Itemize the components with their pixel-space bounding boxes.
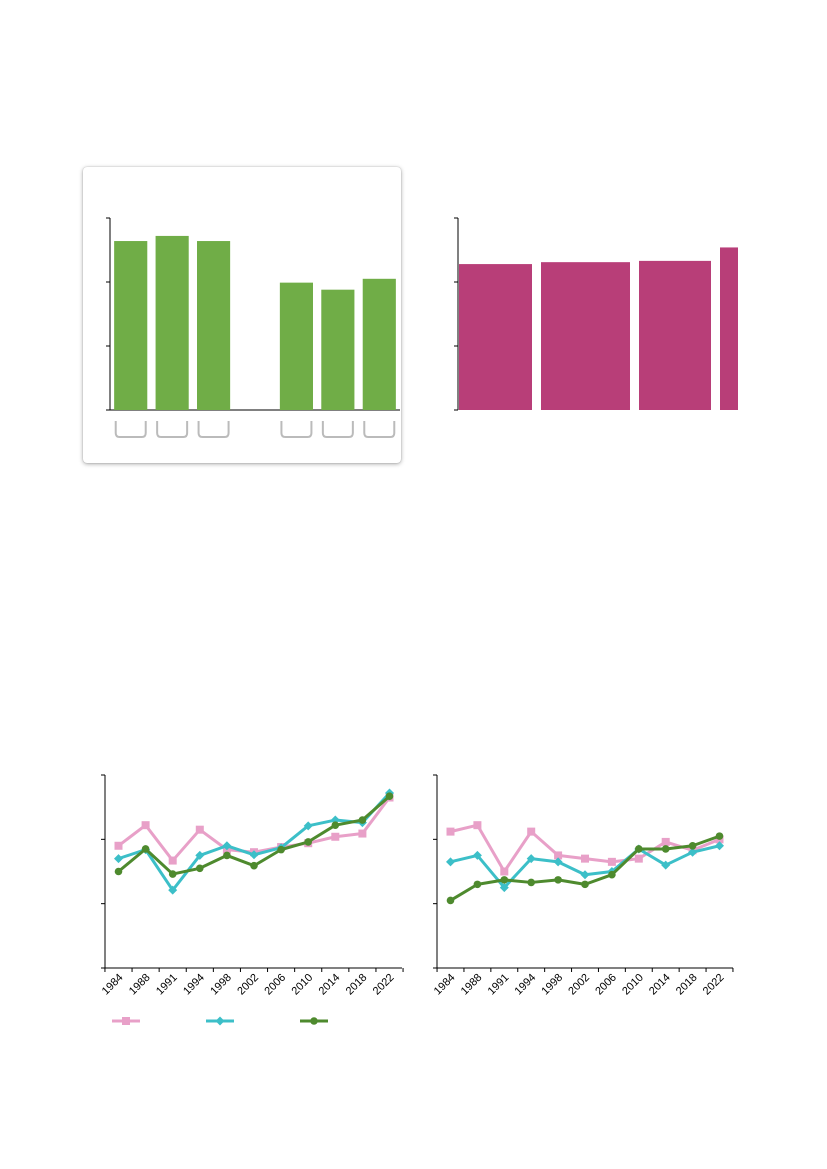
line-chart-1-point	[114, 841, 123, 850]
line-chart-1-point	[168, 856, 177, 865]
line-chart-1-point	[358, 829, 367, 838]
line-chart-1-legend-marker	[215, 1016, 225, 1026]
line-chart-1-x-tick-label: 1988	[127, 972, 153, 998]
line-chart-1-point	[114, 854, 123, 864]
line-chart-2-point	[500, 867, 509, 876]
bar-chart-2-bar	[720, 247, 738, 410]
line-chart-1-point	[114, 867, 123, 876]
line-chart-2-point	[608, 870, 616, 879]
line-chart-1-point	[168, 885, 178, 895]
line-chart-2-point	[581, 854, 589, 863]
line-chart-1-point	[168, 870, 177, 878]
bar-chart-2-bar	[459, 264, 532, 410]
line-chart-2-point	[661, 837, 670, 846]
bar-chart-1-bar	[197, 241, 231, 410]
line-chart-1-x-tick-label: 2006	[262, 972, 288, 998]
line-chart-2-point	[554, 851, 563, 860]
line-chart-2-x-tick-label: 2010	[620, 972, 646, 998]
bar-chart-1-category-bracket	[280, 421, 313, 438]
line-chart-2-point	[581, 880, 589, 889]
line-chart-1-legend-marker	[122, 1017, 130, 1025]
line-chart-2-x-tick-label: 2018	[674, 972, 700, 998]
line-chart-1-point	[141, 845, 150, 853]
line-chart-2-point	[715, 832, 724, 840]
line-chart-2-point	[715, 841, 724, 851]
line-chart-1-x-tick-label: 2022	[371, 972, 397, 998]
bar-chart-2-bar	[541, 262, 630, 410]
line-chart-2-point	[635, 845, 643, 853]
line-chart-2-point	[527, 878, 535, 887]
line-chart-2-point	[553, 857, 563, 867]
line-chart-1-point	[303, 821, 313, 831]
line-chart-2-point	[500, 876, 509, 884]
bar-chart-1-bar	[362, 278, 396, 410]
line-chart-1-x-tick-label: 1994	[181, 972, 207, 998]
line-chart-1-point	[196, 864, 204, 873]
line-chart-2-point	[473, 880, 482, 889]
bar-chart-1-category-bracket	[321, 421, 354, 438]
line-chart-2-point	[634, 854, 643, 863]
line-chart-1-point	[385, 792, 394, 801]
line-chart-1-x-tick-label: 2014	[317, 972, 343, 998]
line-chart-2-x-tick-label: 1984	[432, 972, 458, 998]
line-chart-2-point	[688, 847, 698, 857]
line-chart-1-point	[358, 816, 367, 824]
line-chart-1-point	[141, 821, 150, 830]
line-chart-1-x-tick-label: 1984	[100, 972, 126, 998]
line-chart-2-x-tick-label: 2014	[647, 972, 673, 998]
line-chart-2-x-tick-label: 1991	[486, 972, 512, 998]
bar-chart-2-bar	[639, 260, 711, 410]
line-chart-2-point	[527, 827, 536, 836]
line-chart-2-point	[473, 821, 482, 830]
line-chart-1-point	[222, 841, 232, 851]
line-chart-1-point	[331, 832, 340, 841]
bar-chart-1-category-bracket	[197, 421, 230, 438]
line-chart-2-point	[580, 870, 590, 880]
line-chart-1-x-tick-label: 1998	[208, 972, 234, 998]
line-chart-2-x-tick-label: 1998	[539, 972, 565, 998]
line-chart-1-x-tick-label: 1991	[154, 972, 180, 998]
line-chart-2-x-tick-label: 2006	[593, 972, 619, 998]
bar-chart-1-category-bracket	[363, 421, 396, 438]
line-chart-1-point	[304, 838, 313, 846]
line-chart-2-point	[446, 827, 455, 836]
line-chart-2-point	[499, 883, 509, 893]
bar-chart-1-bar	[279, 282, 313, 410]
line-chart-1-point	[249, 850, 259, 860]
bar-chart-1-bar	[114, 241, 148, 410]
bar-chart-1-bar	[321, 289, 355, 410]
line-chart-1-x-tick-label: 2002	[235, 972, 261, 998]
line-chart-1-x-tick-label: 2018	[344, 972, 370, 998]
line-chart-2-x-tick-label: 2022	[701, 972, 727, 998]
bar-chart-1-bar	[155, 235, 189, 410]
bar-chart-1-category-bracket	[114, 421, 147, 438]
line-chart-2-point	[661, 845, 670, 853]
line-chart-2-point	[554, 876, 562, 884]
bar-chart-1-category-bracket	[156, 421, 189, 438]
line-chart-1-point	[195, 850, 205, 860]
line-chart-2-point	[688, 841, 697, 850]
line-chart-2-x-tick-label: 1988	[459, 972, 485, 998]
line-chart-2-point	[472, 850, 482, 860]
line-chart-2-point	[446, 857, 455, 867]
line-chart-2-x-tick-label: 1994	[513, 972, 539, 998]
line-chart-1-point	[250, 861, 258, 870]
line-chart-2-x-tick-label: 2002	[566, 972, 592, 998]
line-chart-1-point	[331, 821, 340, 829]
line-chart-1-point	[223, 851, 231, 860]
line-chart-2-point	[526, 854, 536, 864]
line-chart-2-point	[607, 857, 616, 866]
line-chart-2-point	[446, 896, 455, 905]
line-chart-1-point	[277, 845, 285, 854]
line-chart-1-legend-marker	[310, 1017, 318, 1025]
line-chart-1-x-tick-label: 2010	[290, 972, 316, 998]
line-chart-1-point	[195, 825, 204, 834]
line-chart-2-point	[661, 860, 671, 870]
